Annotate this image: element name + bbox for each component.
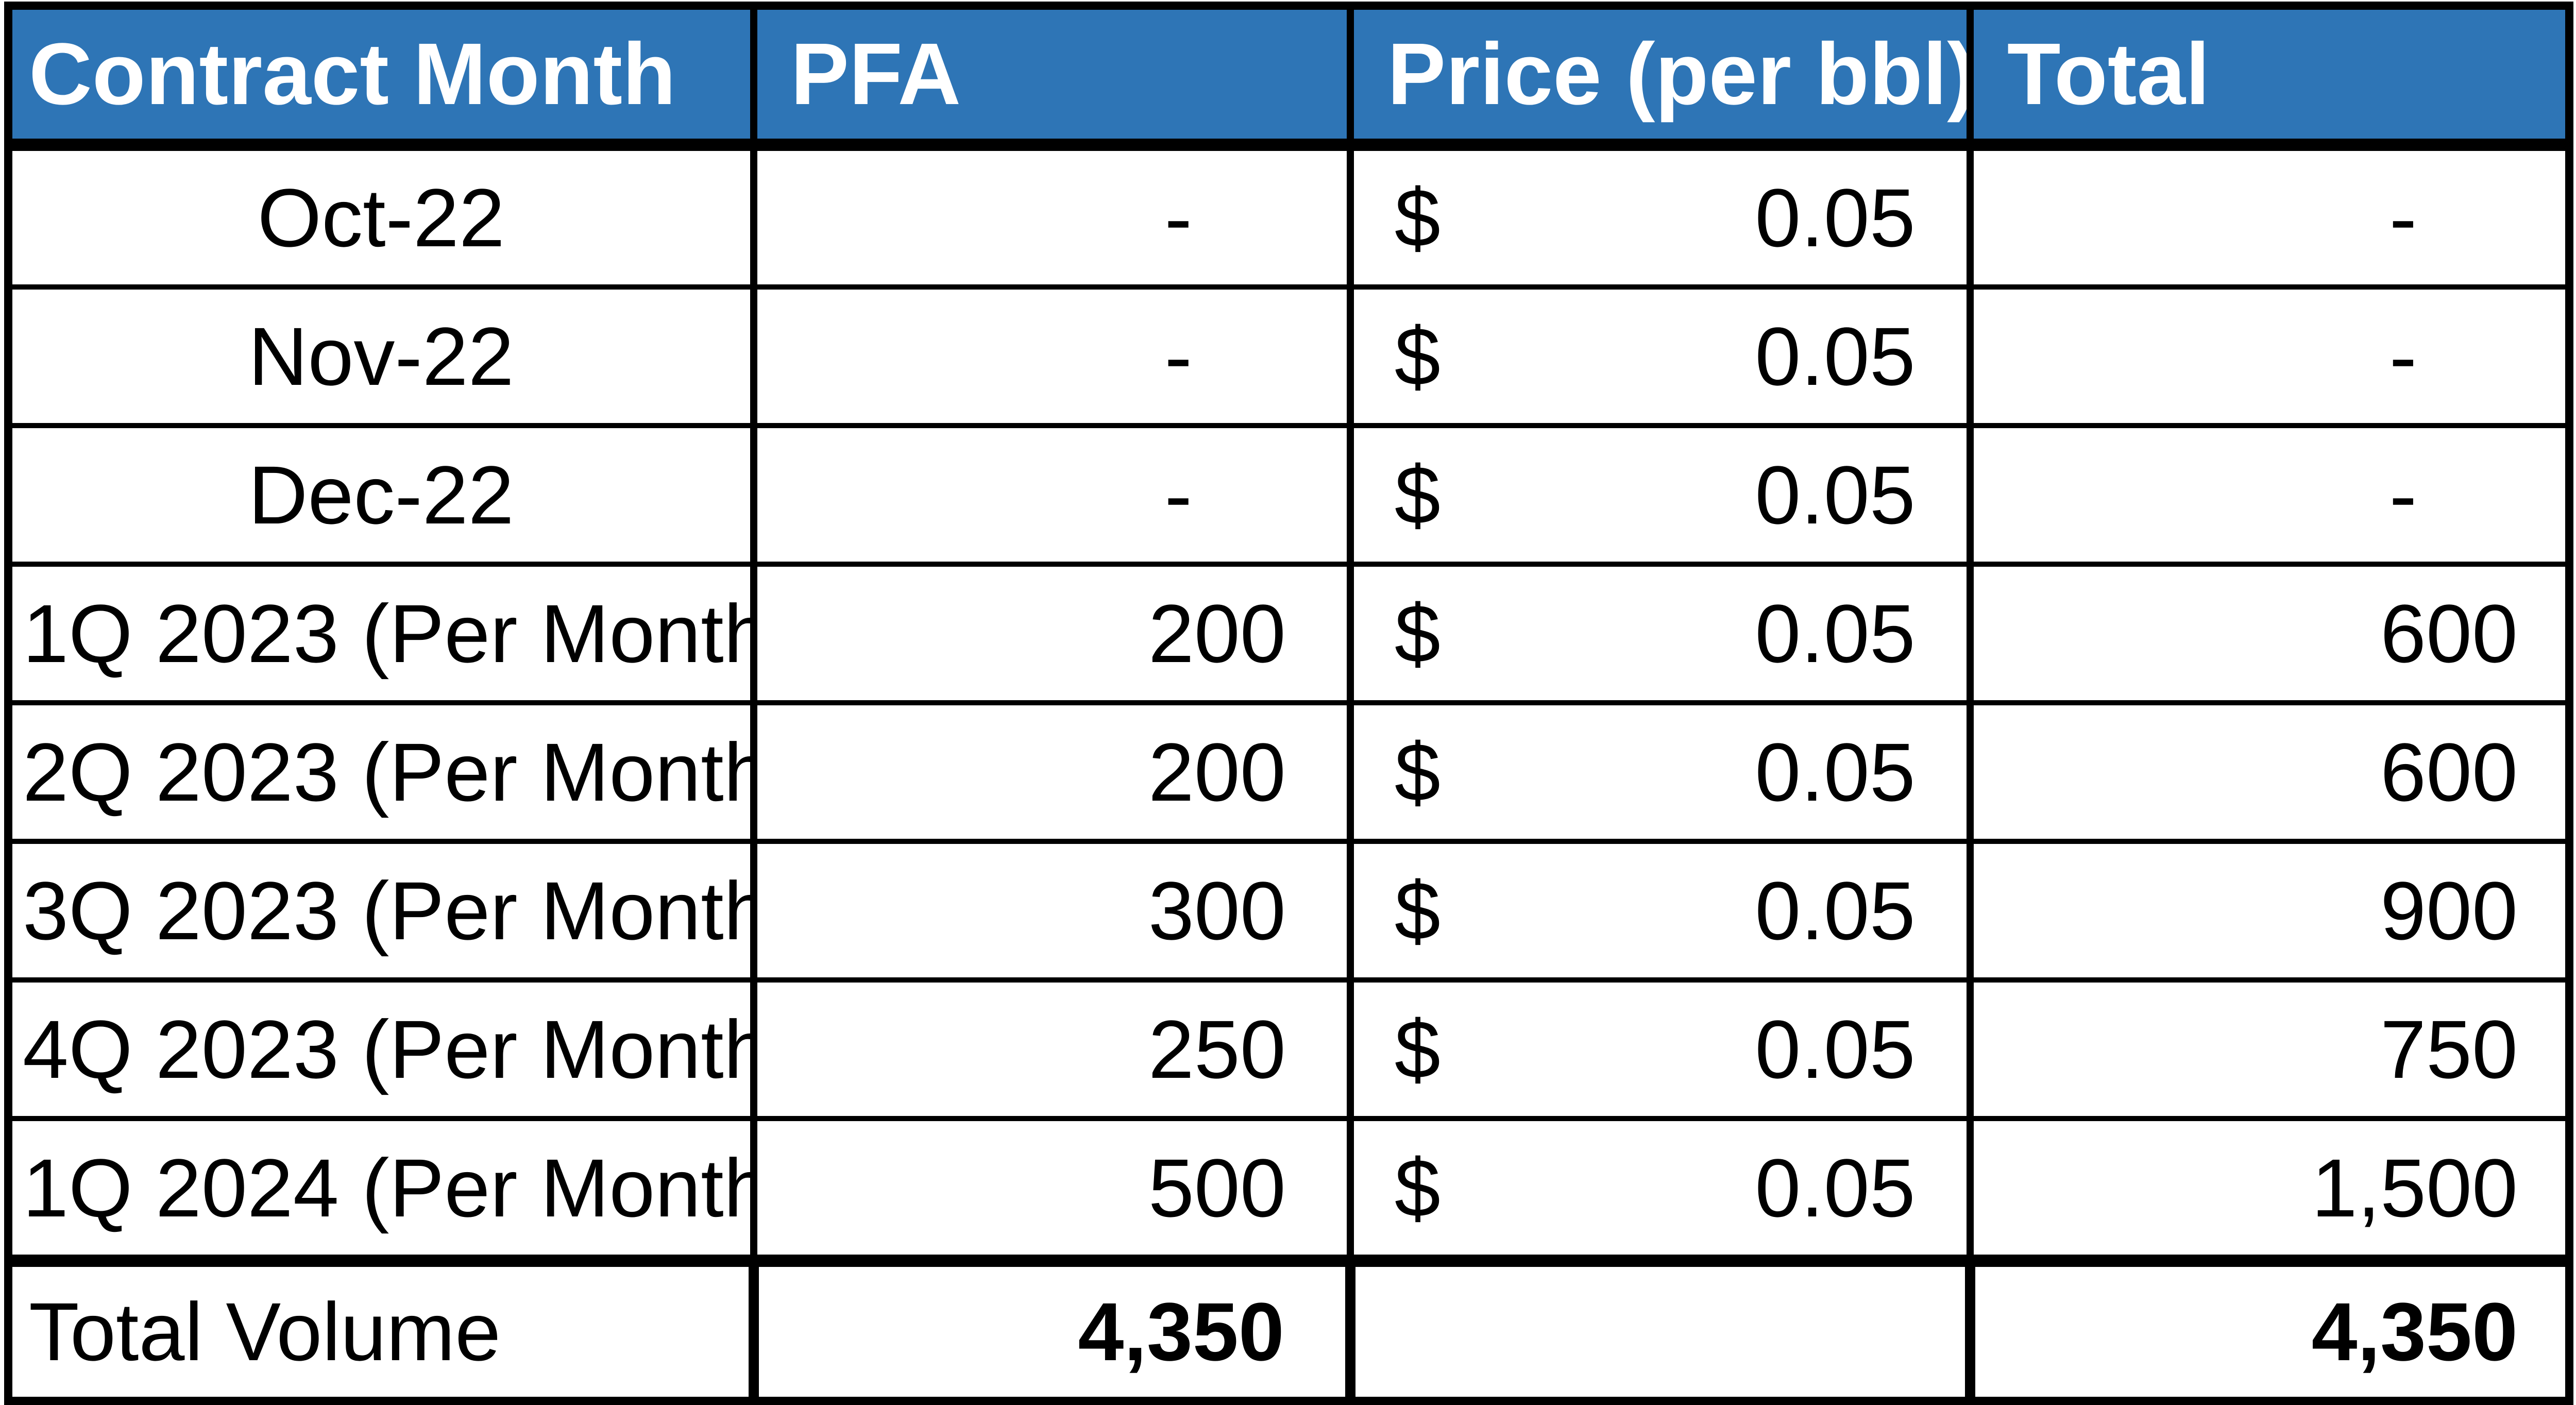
- currency-symbol: $: [1395, 864, 1440, 958]
- price-value: 0.05: [1755, 448, 1915, 543]
- price-cell: $ 0.05: [1350, 145, 1970, 287]
- header-cell-price: Price (per bbl): [1350, 6, 1970, 145]
- total-cell: 900: [1970, 841, 2569, 980]
- total-volume-row: Total Volume 4,350 4,350: [8, 1261, 2569, 1401]
- table-row: Nov-22 - $ 0.05 -: [8, 287, 2569, 426]
- total-cell: 600: [1970, 564, 2569, 703]
- currency-symbol: $: [1395, 309, 1440, 404]
- total-cell: -: [1970, 426, 2569, 564]
- contract-month-cell: 1Q 2023 (Per Month): [8, 564, 754, 703]
- currency-symbol: $: [1395, 171, 1440, 265]
- price-cell: $ 0.05: [1350, 703, 1970, 841]
- table-row: 2Q 2023 (Per Month) 200 $ 0.05 600: [8, 703, 2569, 841]
- table-row: 4Q 2023 (Per Month) 250 $ 0.05 750: [8, 980, 2569, 1119]
- spreadsheet-table-region: Contract Month PFA Price (per bbl) Total…: [4, 2, 2573, 1322]
- pfa-cell: 200: [754, 564, 1350, 703]
- price-cell: $ 0.05: [1350, 426, 1970, 564]
- header-cell-total: Total: [1970, 6, 2569, 145]
- price-value: 0.05: [1755, 309, 1915, 404]
- contract-month-cell: Dec-22: [8, 426, 754, 564]
- total-cell: 600: [1970, 703, 2569, 841]
- pfa-cell: -: [754, 426, 1350, 564]
- contract-month-cell: 4Q 2023 (Per Month): [8, 980, 754, 1119]
- table-row: 1Q 2023 (Per Month) 200 $ 0.05 600: [8, 564, 2569, 703]
- table-row: 3Q 2023 (Per Month) 300 $ 0.05 900: [8, 841, 2569, 980]
- header-cell-pfa: PFA: [754, 6, 1350, 145]
- pfa-cell: 200: [754, 703, 1350, 841]
- price-value: 0.05: [1755, 725, 1915, 820]
- contract-month-cell: Nov-22: [8, 287, 754, 426]
- pfa-cell: -: [754, 287, 1350, 426]
- currency-symbol: $: [1395, 1002, 1440, 1097]
- price-cell: $ 0.05: [1350, 841, 1970, 980]
- price-cell: $ 0.05: [1350, 1119, 1970, 1261]
- header-row: Contract Month PFA Price (per bbl) Total: [8, 6, 2569, 145]
- contract-month-cell: 2Q 2023 (Per Month): [8, 703, 754, 841]
- price-cell: $ 0.05: [1350, 980, 1970, 1119]
- contract-month-cell: Oct-22: [8, 145, 754, 287]
- price-value: 0.05: [1755, 171, 1915, 265]
- currency-symbol: $: [1395, 586, 1440, 681]
- total-volume-total-cell: 4,350: [1970, 1261, 2569, 1401]
- contract-month-cell: 1Q 2024 (Per Month): [8, 1119, 754, 1261]
- price-value: 0.05: [1755, 586, 1915, 681]
- table-row: 1Q 2024 (Per Month) 500 $ 0.05 1,500: [8, 1119, 2569, 1261]
- price-cell: $ 0.05: [1350, 564, 1970, 703]
- pfa-cell: 250: [754, 980, 1350, 1119]
- currency-symbol: $: [1395, 725, 1440, 820]
- price-cell: $ 0.05: [1350, 287, 1970, 426]
- contract-volume-table: Contract Month PFA Price (per bbl) Total…: [4, 2, 2573, 1405]
- currency-symbol: $: [1395, 1141, 1440, 1235]
- currency-symbol: $: [1395, 448, 1440, 543]
- table-row: Oct-22 - $ 0.05 -: [8, 145, 2569, 287]
- table-row: Dec-22 - $ 0.05 -: [8, 426, 2569, 564]
- price-value: 0.05: [1755, 1002, 1915, 1097]
- total-cell: 1,500: [1970, 1119, 2569, 1261]
- pfa-cell: 300: [754, 841, 1350, 980]
- total-cell: 750: [1970, 980, 2569, 1119]
- pfa-cell: 500: [754, 1119, 1350, 1261]
- price-value: 0.05: [1755, 1141, 1915, 1235]
- pfa-cell: -: [754, 145, 1350, 287]
- total-volume-price-cell: [1350, 1261, 1970, 1401]
- total-cell: -: [1970, 145, 2569, 287]
- total-volume-pfa-cell: 4,350: [754, 1261, 1350, 1401]
- total-cell: -: [1970, 287, 2569, 426]
- header-cell-contract-month: Contract Month: [8, 6, 754, 145]
- contract-month-cell: 3Q 2023 (Per Month): [8, 841, 754, 980]
- price-value: 0.05: [1755, 864, 1915, 958]
- total-volume-label-cell: Total Volume: [8, 1261, 754, 1401]
